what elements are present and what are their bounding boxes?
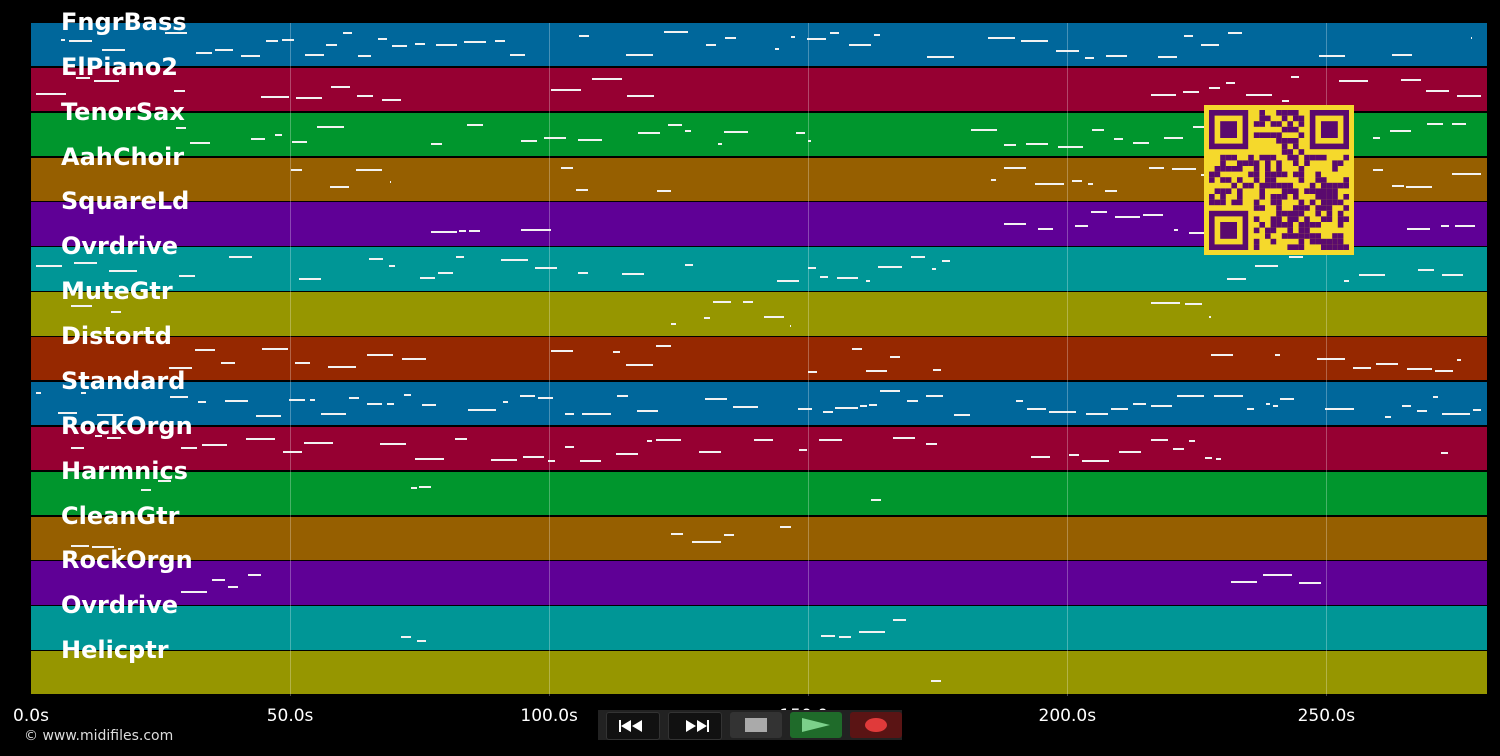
- track-lane: Helicptr: [31, 637, 1487, 695]
- stop-icon: [745, 718, 767, 732]
- track-lane: Standard: [31, 368, 1487, 426]
- track-lane: RockOrgn: [31, 547, 1487, 605]
- track-name: Helicptr: [61, 636, 169, 665]
- qr-code-icon[interactable]: [1204, 105, 1354, 255]
- track-lane: MuteGtr: [31, 278, 1487, 336]
- track-name: Harmnics: [61, 456, 188, 485]
- play-icon: [802, 718, 830, 732]
- track-lane: Harmnics: [31, 458, 1487, 516]
- track-name: SquareLd: [61, 187, 190, 216]
- stop-button[interactable]: [730, 712, 782, 738]
- rewind-button[interactable]: [606, 712, 660, 740]
- rewind-icon: [619, 720, 642, 732]
- track-name: RockOrgn: [61, 411, 193, 440]
- tick-label: 250.0s: [1297, 706, 1356, 726]
- record-icon: [865, 718, 887, 732]
- track-name: RockOrgn: [61, 546, 193, 575]
- track-name: MuteGtr: [61, 277, 173, 306]
- record-button[interactable]: [850, 712, 902, 738]
- track-lane: CleanGtr: [31, 503, 1487, 560]
- fast-forward-button[interactable]: [668, 712, 722, 740]
- track-name: Ovrdrive: [61, 591, 179, 620]
- track-lane: RockOrgn: [31, 413, 1487, 471]
- tick-label: 0.0s: [13, 706, 49, 726]
- track-lanes: FngrBass ElPiano2 TenorSax AahChoir SquareLd…: [31, 9, 1487, 696]
- track-lane: ElPiano2: [31, 54, 1487, 112]
- track-name: FngrBass: [61, 8, 187, 36]
- track-name: ElPiano2: [61, 52, 178, 81]
- transport-bar: [598, 710, 902, 740]
- qr-code-graphic: [1209, 110, 1349, 250]
- play-button[interactable]: [790, 712, 842, 738]
- tick-label: 100.0s: [520, 706, 578, 726]
- tick-label: 200.0s: [1038, 706, 1097, 726]
- track-lane: FngrBass: [31, 9, 1487, 67]
- track-name: AahChoir: [61, 142, 185, 171]
- track-lane: Distortd: [31, 323, 1487, 381]
- track-name: Distortd: [61, 322, 172, 351]
- fast-forward-icon: [686, 720, 709, 732]
- track-lane: Ovrdrive: [31, 592, 1487, 650]
- track-name: TenorSax: [61, 97, 185, 126]
- track-name: CleanGtr: [61, 501, 180, 530]
- track-name: Standard: [61, 366, 186, 395]
- tick-label: 50.0s: [266, 706, 314, 726]
- track-name: Ovrdrive: [61, 232, 179, 261]
- copyright-text: © www.midifiles.com: [24, 728, 174, 744]
